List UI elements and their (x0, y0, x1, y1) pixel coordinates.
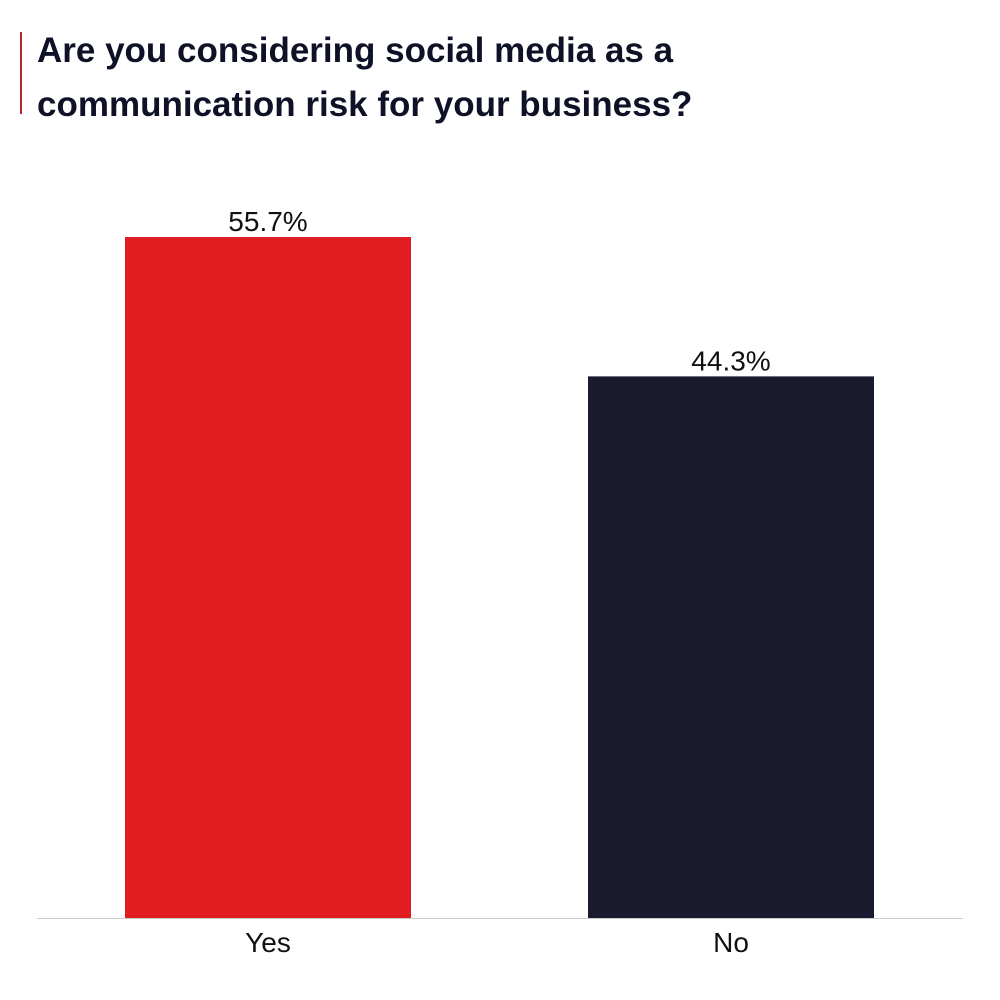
bar-no (588, 376, 874, 919)
chart-title: Are you considering social media as a co… (37, 31, 693, 124)
data-label-no: 44.3% (691, 345, 770, 376)
x-tick-label-no: No (713, 927, 749, 958)
title-accent-bar (20, 32, 22, 114)
x-tick-label-yes: Yes (245, 927, 291, 958)
data-label-yes: 55.7% (228, 206, 307, 237)
bar-yes (125, 237, 411, 918)
